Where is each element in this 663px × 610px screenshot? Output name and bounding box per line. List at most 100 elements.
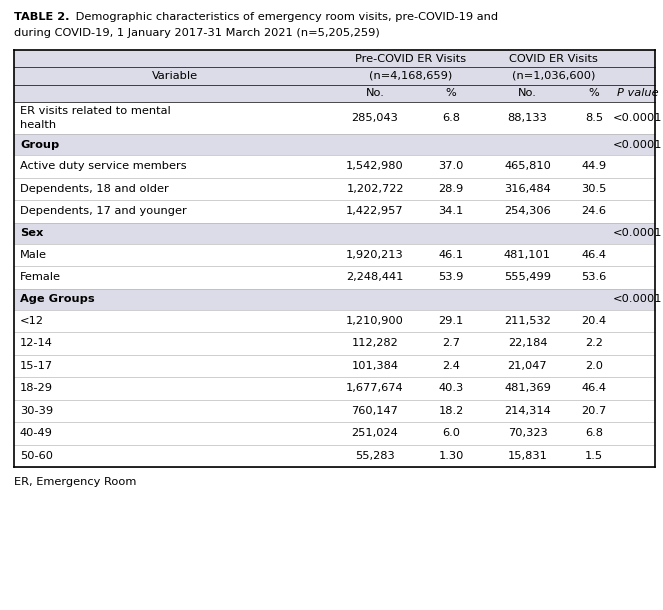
Text: 46.4: 46.4 — [581, 383, 607, 393]
Text: 6.8: 6.8 — [442, 113, 460, 123]
Text: 28.9: 28.9 — [438, 184, 463, 194]
Text: 46.1: 46.1 — [438, 249, 463, 260]
Text: Active duty service members: Active duty service members — [20, 161, 186, 171]
Text: 29.1: 29.1 — [438, 316, 463, 326]
Text: 15-17: 15-17 — [20, 361, 53, 371]
Text: 555,499: 555,499 — [504, 272, 551, 282]
Text: 70,323: 70,323 — [508, 428, 548, 438]
Text: 18.2: 18.2 — [438, 406, 463, 416]
Bar — [14, 289, 655, 309]
Text: 2.7: 2.7 — [442, 339, 460, 348]
Text: 50-60: 50-60 — [20, 451, 53, 461]
Text: 18-29: 18-29 — [20, 383, 53, 393]
Text: <0.0001: <0.0001 — [613, 113, 662, 123]
Text: 55,283: 55,283 — [355, 451, 395, 461]
Text: 53.9: 53.9 — [438, 272, 463, 282]
Text: (n=1,036,600): (n=1,036,600) — [512, 71, 595, 81]
Text: 2.2: 2.2 — [585, 339, 603, 348]
Text: %: % — [589, 88, 599, 98]
Text: 22,184: 22,184 — [508, 339, 547, 348]
Text: 2.0: 2.0 — [585, 361, 603, 371]
Text: 465,810: 465,810 — [504, 161, 551, 171]
Text: ER visits related to mental: ER visits related to mental — [20, 106, 171, 116]
Bar — [14, 354, 655, 377]
Text: 20.7: 20.7 — [581, 406, 607, 416]
Text: 12-14: 12-14 — [20, 339, 53, 348]
Text: Dependents, 18 and older: Dependents, 18 and older — [20, 184, 169, 194]
Text: 101,384: 101,384 — [351, 361, 398, 371]
Text: 1.5: 1.5 — [585, 451, 603, 461]
Text: Age Groups: Age Groups — [20, 294, 95, 304]
Text: 1.30: 1.30 — [438, 451, 463, 461]
Bar — [14, 332, 655, 354]
Text: TABLE 2.: TABLE 2. — [14, 12, 70, 22]
Text: Group: Group — [20, 140, 59, 149]
Text: 481,101: 481,101 — [504, 249, 551, 260]
Text: COVID ER Visits: COVID ER Visits — [509, 54, 598, 63]
Text: P value: P value — [617, 88, 658, 98]
Bar — [14, 400, 655, 422]
Text: 6.8: 6.8 — [585, 428, 603, 438]
Text: 6.0: 6.0 — [442, 428, 460, 438]
Text: <0.0001: <0.0001 — [613, 228, 662, 238]
Text: Dependents, 17 and younger: Dependents, 17 and younger — [20, 206, 187, 217]
Text: Male: Male — [20, 249, 47, 260]
Text: 254,306: 254,306 — [504, 206, 551, 217]
Text: 30.5: 30.5 — [581, 184, 607, 194]
Text: 1,677,674: 1,677,674 — [346, 383, 404, 393]
Text: No.: No. — [518, 88, 537, 98]
Text: (n=4,168,659): (n=4,168,659) — [369, 71, 453, 81]
Bar — [14, 445, 655, 467]
Text: 214,314: 214,314 — [504, 406, 551, 416]
Text: 30-39: 30-39 — [20, 406, 53, 416]
Text: 2,248,441: 2,248,441 — [346, 272, 404, 282]
Bar — [14, 178, 655, 200]
Text: 88,133: 88,133 — [508, 113, 548, 123]
Bar — [14, 309, 655, 332]
Text: 40.3: 40.3 — [438, 383, 463, 393]
Bar — [14, 223, 655, 243]
Text: Sex: Sex — [20, 228, 43, 238]
Text: 2.4: 2.4 — [442, 361, 460, 371]
Bar — [14, 200, 655, 223]
Text: %: % — [446, 88, 456, 98]
Text: 34.1: 34.1 — [438, 206, 463, 217]
Text: 1,202,722: 1,202,722 — [346, 184, 404, 194]
Text: during COVID-19, 1 January 2017-31 March 2021 (n=5,205,259): during COVID-19, 1 January 2017-31 March… — [14, 28, 380, 38]
Text: 46.4: 46.4 — [581, 249, 607, 260]
Bar — [14, 50, 655, 102]
Text: 1,210,900: 1,210,900 — [346, 316, 404, 326]
Text: 1,422,957: 1,422,957 — [346, 206, 404, 217]
Text: 481,369: 481,369 — [504, 383, 551, 393]
Text: 24.6: 24.6 — [581, 206, 607, 217]
Text: 112,282: 112,282 — [351, 339, 398, 348]
Text: 316,484: 316,484 — [504, 184, 551, 194]
Bar — [14, 422, 655, 445]
Text: 8.5: 8.5 — [585, 113, 603, 123]
Text: ER, Emergency Room: ER, Emergency Room — [14, 477, 137, 487]
Text: Pre-COVID ER Visits: Pre-COVID ER Visits — [355, 54, 467, 63]
Text: 760,147: 760,147 — [351, 406, 398, 416]
Text: 40-49: 40-49 — [20, 428, 53, 438]
Text: 37.0: 37.0 — [438, 161, 463, 171]
Text: 1,542,980: 1,542,980 — [346, 161, 404, 171]
Text: 44.9: 44.9 — [581, 161, 607, 171]
Text: <0.0001: <0.0001 — [613, 294, 662, 304]
Text: Female: Female — [20, 272, 61, 282]
Text: <0.0001: <0.0001 — [613, 140, 662, 149]
Bar — [14, 377, 655, 400]
Bar — [14, 102, 655, 134]
Text: 285,043: 285,043 — [351, 113, 398, 123]
Text: 20.4: 20.4 — [581, 316, 607, 326]
Text: Variable: Variable — [151, 71, 198, 81]
Text: No.: No. — [365, 88, 385, 98]
Text: 21,047: 21,047 — [508, 361, 548, 371]
Text: 53.6: 53.6 — [581, 272, 607, 282]
Bar — [14, 134, 655, 155]
Bar — [14, 243, 655, 266]
Text: 251,024: 251,024 — [351, 428, 398, 438]
Bar — [14, 266, 655, 289]
Text: <12: <12 — [20, 316, 44, 326]
Text: 15,831: 15,831 — [508, 451, 548, 461]
Text: 211,532: 211,532 — [504, 316, 551, 326]
